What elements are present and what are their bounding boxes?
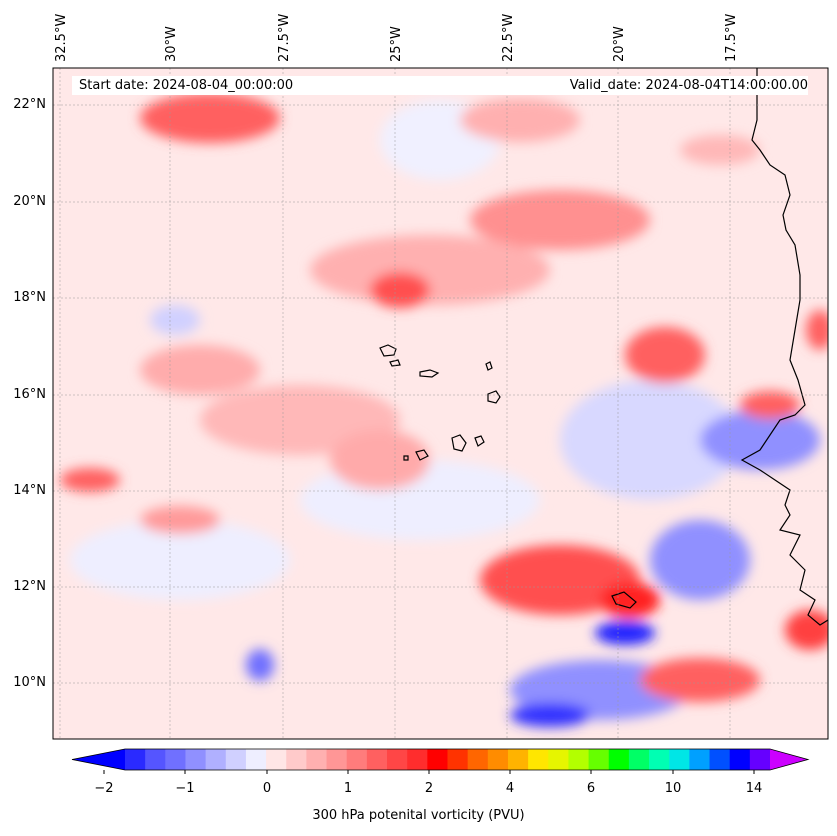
lon-label: 20°W xyxy=(612,26,627,62)
colorbar-tick-label: −2 xyxy=(94,781,114,796)
pv-field xyxy=(53,68,828,739)
lon-label: 27.5°W xyxy=(277,13,292,62)
colorbar-min-arrow xyxy=(72,749,125,770)
colorbar-segment xyxy=(225,749,247,770)
colorbar-segment xyxy=(507,749,529,770)
colorbar-segment xyxy=(689,749,711,770)
valid-date-label: Valid_date: 2024-08-04T14:00:00.00 xyxy=(569,78,808,93)
lon-label: 32.5°W xyxy=(54,13,69,62)
colorbar-tick-label: 2 xyxy=(424,781,434,796)
colorbar-segment xyxy=(568,749,590,770)
colorbar-tick-label: 6 xyxy=(586,781,596,796)
colorbar-segment xyxy=(628,749,650,770)
lat-label: 16°N xyxy=(13,387,46,402)
colorbar-segment xyxy=(608,749,630,770)
colorbar-segment xyxy=(649,749,670,770)
colorbar-segment xyxy=(528,749,549,770)
colorbar-segment xyxy=(346,749,368,770)
colorbar-segment xyxy=(709,749,731,770)
colorbar-segment xyxy=(427,749,448,770)
colorbar-segment xyxy=(669,749,690,770)
start-date-label: Start date: 2024-08-04_00:00:00 xyxy=(79,78,294,93)
lon-label: 25°W xyxy=(389,26,404,62)
colorbar-segment xyxy=(245,749,267,770)
colorbar-title: 300 hPa potenital vorticity (PVU) xyxy=(312,808,525,823)
colorbar-segment xyxy=(729,749,751,770)
colorbar-segment xyxy=(326,749,348,770)
colorbar xyxy=(71,748,810,774)
cape-verde-islands xyxy=(379,344,637,609)
colorbar-segment xyxy=(447,749,469,770)
lat-label: 10°N xyxy=(13,675,46,690)
colorbar-segment xyxy=(266,749,287,770)
lat-label: 14°N xyxy=(13,483,46,498)
colorbar-segment xyxy=(366,749,388,770)
colorbar-tick-label: −1 xyxy=(175,781,195,796)
colorbar-tick-label: 0 xyxy=(262,781,272,796)
lat-label: 20°N xyxy=(13,194,46,209)
colorbar-segment xyxy=(145,749,166,770)
colorbar-segment xyxy=(548,749,569,770)
colorbar-segment xyxy=(306,749,328,770)
colorbar-outline xyxy=(71,748,810,771)
colorbar-tick-label: 1 xyxy=(343,781,353,796)
info-bar xyxy=(72,76,808,95)
colorbar-segment xyxy=(387,749,408,770)
lat-label: 12°N xyxy=(13,579,46,594)
colorbar-segment xyxy=(185,749,207,770)
lon-label: 30°W xyxy=(164,26,179,62)
colorbar-segment xyxy=(487,749,509,770)
colorbar-segment xyxy=(407,749,428,770)
colorbar-segment xyxy=(749,749,771,770)
lon-label: 17.5°W xyxy=(724,13,739,62)
colorbar-tick-label: 4 xyxy=(505,781,515,796)
graticule xyxy=(53,68,828,739)
map-frame xyxy=(52,67,829,740)
colorbar-max-arrow xyxy=(770,749,808,770)
colorbar-segment xyxy=(125,749,146,770)
colorbar-segment xyxy=(286,749,307,770)
colorbar-segment xyxy=(165,749,186,770)
lon-label: 22.5°W xyxy=(501,13,516,62)
colorbar-tick-label: 10 xyxy=(664,781,682,796)
lat-label: 22°N xyxy=(13,97,46,112)
colorbar-segment xyxy=(205,749,227,770)
coastline xyxy=(740,68,828,626)
colorbar-segment xyxy=(588,749,610,770)
colorbar-tick-label: 14 xyxy=(745,781,763,796)
lat-label: 18°N xyxy=(13,290,46,305)
colorbar-segment xyxy=(467,749,489,770)
